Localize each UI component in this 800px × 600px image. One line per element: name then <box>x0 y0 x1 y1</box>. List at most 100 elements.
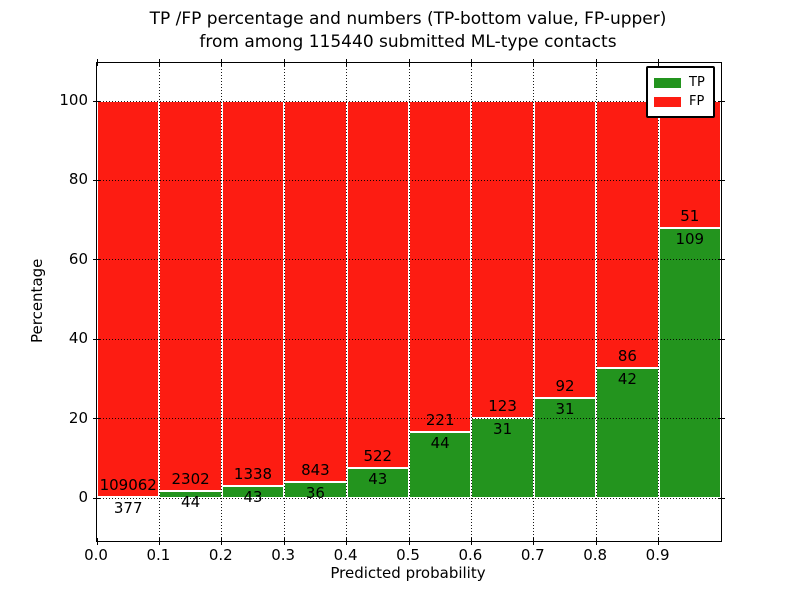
x-tick-mark <box>283 59 285 66</box>
bar-segment-tp <box>533 397 597 498</box>
vertical-gridline <box>533 63 535 541</box>
chart-title: TP /FP percentage and numbers (TP-bottom… <box>96 8 720 54</box>
x-tick-label: 0.8 <box>583 546 608 564</box>
fp-count-label: 109062 <box>99 475 157 494</box>
y-tick-mark <box>93 100 100 102</box>
x-tick-mark <box>658 538 660 545</box>
x-tick-mark <box>96 538 98 545</box>
bar-segment-tp <box>346 467 409 498</box>
ticks-layer <box>93 59 725 545</box>
x-tick-mark <box>158 59 160 66</box>
y-tick-mark <box>93 338 100 340</box>
chart-title-line2: from among 115440 submitted ML-type cont… <box>199 32 617 52</box>
x-tick-mark <box>346 59 348 66</box>
x-tick-label: 0.7 <box>520 546 545 564</box>
fp-count-label: 1338 <box>233 464 273 483</box>
bar-segment-tp <box>221 485 285 498</box>
x-tick-label: 0.6 <box>458 546 483 564</box>
fp-count-label: 123 <box>488 397 517 416</box>
tp-count-label: 36 <box>305 483 325 502</box>
x-tick-mark <box>158 538 160 545</box>
x-tick-mark <box>221 538 223 545</box>
x-tick-mark <box>470 59 472 66</box>
legend: TP FP <box>646 66 715 118</box>
fp-swatch-icon <box>654 96 681 107</box>
bar-segment-fp <box>596 101 659 368</box>
tp-count-label: 109 <box>675 229 705 248</box>
y-tick-label: 60 <box>68 249 88 268</box>
horizontal-gridline <box>97 259 721 261</box>
bar-segment-tp <box>409 432 472 498</box>
tp-count-label: 43 <box>243 487 263 506</box>
y-axis-label: Percentage <box>28 258 46 344</box>
y-tick-label: 100 <box>59 91 88 110</box>
horizontal-gridline <box>97 179 721 181</box>
legend-row-fp: FP <box>654 92 707 111</box>
x-tick-mark <box>96 59 98 66</box>
tp-count-label: 377 <box>113 498 143 517</box>
fp-count-label: 221 <box>425 411 455 430</box>
bar-segment-fp <box>159 101 222 491</box>
x-tick-mark <box>595 538 597 545</box>
x-tick-mark <box>346 538 348 545</box>
bar-segment-fp <box>533 101 597 398</box>
x-tick-mark <box>533 59 535 66</box>
horizontal-gridline <box>97 418 721 420</box>
y-tick-mark <box>718 179 725 181</box>
horizontal-gridline <box>97 338 721 340</box>
y-tick-mark <box>93 497 100 499</box>
y-tick-label: 80 <box>68 170 88 189</box>
y-tick-mark <box>93 179 100 181</box>
bar-segment-fp <box>221 101 285 486</box>
y-tick-mark <box>718 497 725 499</box>
x-tick-label: 0.4 <box>333 546 358 564</box>
bar-segment-tp <box>284 481 347 498</box>
fp-count-label: 86 <box>617 346 637 365</box>
horizontal-gridline <box>97 100 721 102</box>
x-tick-mark <box>470 538 472 545</box>
vertical-gridline <box>283 63 285 541</box>
vertical-gridline <box>158 63 160 541</box>
x-tick-label: 0.1 <box>146 546 171 564</box>
x-tick-mark <box>221 59 223 66</box>
plot-area: 109062 377 2302 44 1338 43 843 36 522 43 221 44 123 3… <box>93 59 725 545</box>
fp-count-label: 522 <box>363 446 393 465</box>
fp-count-label: 92 <box>555 376 575 395</box>
tp-count-label: 43 <box>368 469 388 488</box>
y-tick-label: 20 <box>68 408 88 427</box>
y-tick-mark <box>93 418 100 420</box>
x-tick-label: 0.2 <box>208 546 233 564</box>
x-axis-label: Predicted probability <box>330 564 486 582</box>
x-tick-mark <box>408 538 410 545</box>
tp-count-label: 42 <box>617 369 637 388</box>
x-tick-label: 0.3 <box>271 546 296 564</box>
vertical-gridline <box>470 63 472 541</box>
bar-segment-tp <box>596 367 659 498</box>
bar-segment-tp <box>159 490 222 498</box>
legend-label-fp: FP <box>689 94 705 109</box>
vertical-gridline <box>221 63 223 541</box>
fp-count-label: 843 <box>301 460 330 479</box>
vertical-gridline <box>408 63 410 541</box>
y-tick-label: 40 <box>68 329 88 348</box>
x-tick-label: 0.0 <box>84 546 108 564</box>
bar-segment-fp <box>658 101 721 228</box>
y-tick-mark <box>718 259 725 261</box>
y-tick-mark <box>718 418 725 420</box>
horizontal-gridline <box>97 497 721 499</box>
bar-segment-fp <box>409 101 472 433</box>
tp-swatch-icon <box>654 77 681 88</box>
vertical-gridline <box>346 63 348 541</box>
x-tick-label: 0.9 <box>645 546 670 564</box>
y-tick-mark <box>718 100 725 102</box>
y-tick-label: 0 <box>78 488 88 506</box>
y-tick-mark <box>93 259 100 261</box>
fp-count-label: 51 <box>680 206 700 225</box>
bar-segment-tp <box>658 227 721 498</box>
x-tick-mark <box>533 538 535 545</box>
tp-count-label: 31 <box>555 399 575 418</box>
chart-title-line1: TP /FP percentage and numbers (TP-bottom… <box>149 9 667 29</box>
bar-labels-layer: 109062 377 2302 44 1338 43 843 36 522 43 221 44 123 3… <box>97 63 721 541</box>
y-tick-mark <box>718 338 725 340</box>
